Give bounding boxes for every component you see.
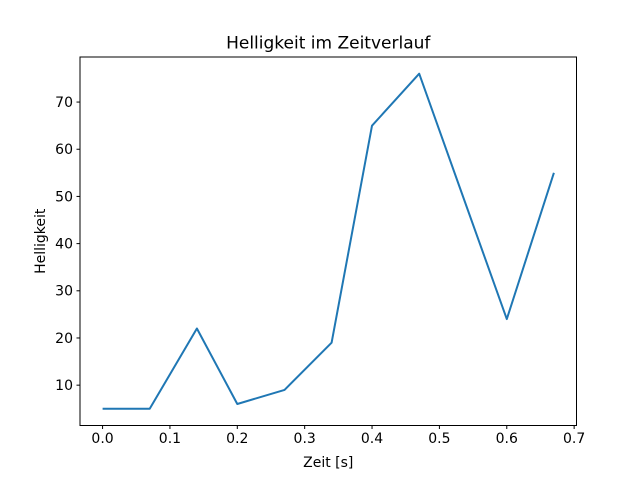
brightness-line-series <box>102 72 555 410</box>
y-axis-label: Helligkeit <box>33 208 49 274</box>
x-tick-label: 0.2 <box>226 431 248 447</box>
y-tick-label: 60 <box>55 142 73 158</box>
y-tick-label: 40 <box>55 237 73 253</box>
x-tick-label: 0.4 <box>361 431 383 447</box>
axes-frame <box>79 56 577 426</box>
y-tick-label: 30 <box>55 284 73 300</box>
x-tick-label: 0.0 <box>91 431 113 447</box>
x-tick-label: 0.1 <box>159 431 181 447</box>
chart-title: Helligkeit im Zeitverlauf <box>226 34 431 54</box>
y-tick-label: 10 <box>55 378 73 394</box>
x-axis-label: Zeit [s] <box>303 455 353 471</box>
x-tick-label: 0.3 <box>294 431 316 447</box>
y-tick-label: 50 <box>55 189 73 205</box>
x-axis-ticks: 0.0 0.1 0.2 0.3 0.4 0.5 0.6 0.7 <box>91 425 585 447</box>
x-tick-label: 0.5 <box>428 431 450 447</box>
x-tick-label: 0.6 <box>496 431 518 447</box>
x-tick-label: 0.7 <box>563 431 585 447</box>
y-axis-ticks: 10 20 30 40 50 60 70 <box>55 95 80 394</box>
y-tick-label: 20 <box>55 331 73 347</box>
y-tick-label: 70 <box>55 95 73 111</box>
